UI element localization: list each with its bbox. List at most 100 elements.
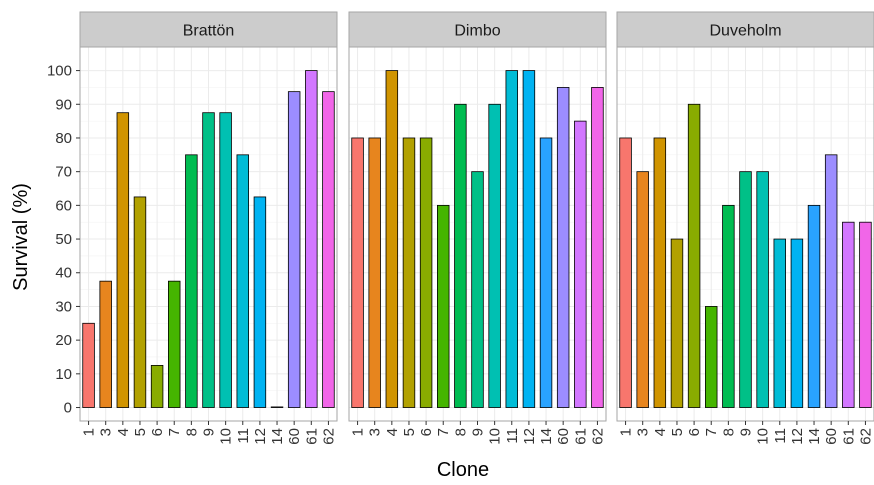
bar <box>591 87 604 408</box>
bar <box>859 221 872 408</box>
bar <box>253 196 267 408</box>
x-tick-label: 9 <box>470 428 487 436</box>
x-tick-label: 3 <box>635 428 652 436</box>
x-tick-label: 6 <box>149 428 166 436</box>
x-tick-label: 5 <box>132 428 149 436</box>
x-tick-label: 7 <box>166 428 183 436</box>
bar <box>670 238 684 408</box>
facet-label: Brattön <box>183 23 235 40</box>
bar <box>653 137 667 408</box>
x-tick-label: 4 <box>115 428 132 436</box>
y-tick-label: 100 <box>47 63 72 80</box>
bar <box>437 204 450 408</box>
x-tick-label: 61 <box>303 428 320 445</box>
x-tick-label: 60 <box>555 428 572 445</box>
y-tick-label: 40 <box>55 265 72 282</box>
y-axis-title: Survival (%) <box>10 183 32 291</box>
x-tick-label: 12 <box>252 428 269 445</box>
bar <box>150 365 164 408</box>
x-tick-label: 11 <box>235 428 252 444</box>
bar <box>368 137 381 408</box>
bar <box>185 154 198 408</box>
bar <box>687 103 701 408</box>
bar <box>270 406 284 408</box>
y-tick-label: 60 <box>55 197 72 214</box>
bar <box>322 91 335 408</box>
bar <box>471 171 484 408</box>
bar <box>756 171 769 408</box>
bar <box>287 91 301 408</box>
x-tick-label: 10 <box>487 428 504 445</box>
bar <box>505 70 518 408</box>
x-tick-label: 11 <box>772 428 789 444</box>
y-tick-label: 50 <box>55 231 72 248</box>
bar <box>99 280 112 408</box>
bar <box>522 70 536 408</box>
x-tick-label: 8 <box>720 428 737 436</box>
x-tick-label: 14 <box>806 428 823 445</box>
bar <box>454 103 467 408</box>
bar <box>556 87 570 408</box>
x-tick-label: 12 <box>789 428 806 445</box>
bar <box>705 306 718 408</box>
bar <box>305 70 318 408</box>
x-tick-label: 10 <box>218 428 235 445</box>
bar <box>402 137 416 408</box>
bar <box>385 70 399 408</box>
bar <box>807 204 821 408</box>
bar <box>82 322 95 408</box>
x-tick-label: 61 <box>840 428 857 445</box>
x-tick-label: 7 <box>703 428 720 436</box>
y-axis: 0 10 20 30 40 50 60 70 80 90 100 <box>47 63 80 417</box>
x-tick-label: 4 <box>652 428 669 436</box>
x-tick-label: 4 <box>384 428 401 436</box>
y-tick-label: 0 <box>64 400 72 417</box>
x-tick-label: 5 <box>669 428 686 436</box>
x-tick-label: 7 <box>435 428 452 436</box>
x-tick-label: 1 <box>618 428 635 436</box>
x-tick-label: 60 <box>286 428 303 445</box>
x-tick-label: 1 <box>81 428 98 436</box>
bar <box>773 238 786 408</box>
bar <box>219 112 232 408</box>
facet-label: Duveholm <box>709 23 781 40</box>
x-tick-label: 8 <box>452 428 469 436</box>
panel: Dimbo 1 3 4 5 6 7 8 9 10 11 12 14 60 61 62 <box>348 11 607 445</box>
x-tick-label: 5 <box>401 428 418 436</box>
x-tick-label: 9 <box>201 428 218 436</box>
bar <box>351 137 364 408</box>
bar <box>574 120 587 408</box>
bar <box>539 137 553 408</box>
bar <box>168 280 181 408</box>
y-tick-label: 70 <box>55 164 72 181</box>
panel: Brattön 1 3 4 5 6 7 8 9 10 11 12 14 60 61 62 <box>79 11 338 445</box>
x-tick-label: 14 <box>269 428 286 445</box>
bar <box>202 112 215 408</box>
x-tick-label: 61 <box>572 428 589 445</box>
x-tick-label: 3 <box>367 428 384 436</box>
y-tick-label: 80 <box>55 130 72 147</box>
x-tick-label: 6 <box>686 428 703 436</box>
y-tick-label: 30 <box>55 298 72 315</box>
y-tick-label: 10 <box>55 366 72 383</box>
bar <box>842 221 855 408</box>
facet-strip <box>79 11 338 48</box>
x-tick-label: 60 <box>823 428 840 445</box>
x-tick-label: 62 <box>857 428 874 445</box>
bar <box>488 103 501 408</box>
x-tick-label: 3 <box>98 428 115 436</box>
x-tick-label: 9 <box>738 428 755 436</box>
bar <box>739 171 752 408</box>
y-tick-label: 90 <box>55 96 72 113</box>
bar <box>133 196 147 408</box>
x-tick-label: 12 <box>521 428 538 445</box>
panel: Duveholm 1 3 4 5 6 7 8 9 10 11 12 14 60 61 62 <box>616 11 874 445</box>
x-tick-label: 62 <box>589 428 606 445</box>
x-tick-label: 8 <box>183 428 200 436</box>
bar <box>790 238 804 408</box>
y-tick-label: 20 <box>55 332 72 349</box>
facet-strip <box>348 11 607 48</box>
x-tick-label: 1 <box>350 428 367 436</box>
